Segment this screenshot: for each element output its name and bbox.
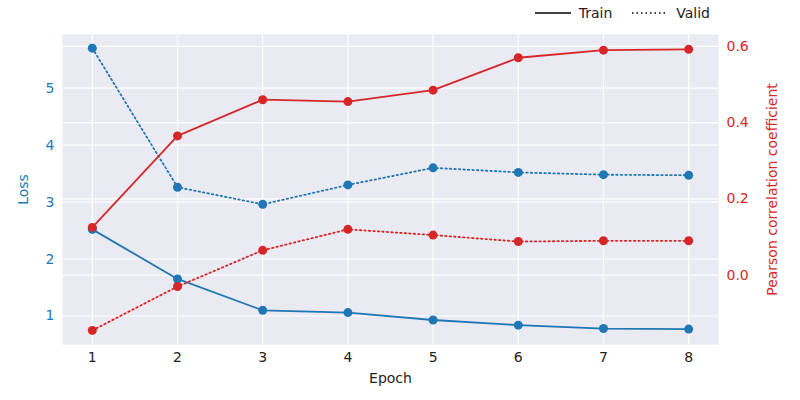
svg-text:0.2: 0.2 [727, 190, 749, 206]
svg-text:1: 1 [88, 349, 97, 365]
html-text:Valid: Valid [676, 5, 710, 21]
svg-text:4: 4 [343, 349, 352, 365]
svg-text:0.0: 0.0 [727, 267, 749, 283]
svg-text:5: 5 [46, 80, 55, 96]
html-text:Train: Train [578, 5, 613, 21]
svg-text:Epoch: Epoch [369, 370, 412, 386]
svg-text:4: 4 [46, 137, 55, 153]
svg-text:3: 3 [46, 194, 55, 210]
svg-text:2: 2 [46, 251, 55, 267]
svg-text:6: 6 [514, 349, 523, 365]
svg-text:7: 7 [599, 349, 608, 365]
svg-text:5: 5 [429, 349, 438, 365]
svg-text:Loss: Loss [15, 174, 31, 205]
svg-text:0.6: 0.6 [727, 38, 749, 54]
svg-text:Pearson correlation coefficien: Pearson correlation coefficient [764, 83, 780, 296]
svg-text:2: 2 [173, 349, 182, 365]
svg-text:8: 8 [684, 349, 693, 365]
svg-text:3: 3 [258, 349, 267, 365]
svg-text:1: 1 [46, 307, 55, 323]
svg-text:0.4: 0.4 [727, 114, 749, 130]
